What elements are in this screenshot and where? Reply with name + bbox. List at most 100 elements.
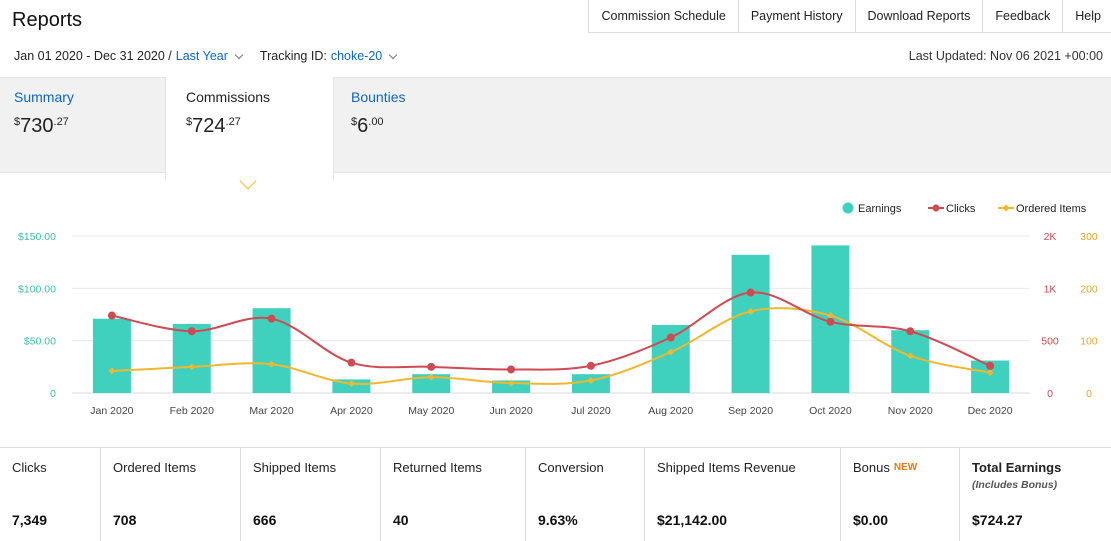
stat-shipped-items: Shipped Items 666 — [241, 448, 381, 541]
tab-amount: $730.27 — [14, 115, 69, 137]
x-tick-label: May 2020 — [408, 405, 454, 417]
earnings-chart: 0 $50.00 $100.00 $150.00 0 500 1K 2K 0 100 200 300 J… — [18, 202, 1098, 417]
clicks-point — [187, 327, 196, 336]
legend-earnings-icon — [842, 202, 854, 214]
tracking-id-dropdown[interactable]: choke-20 — [330, 49, 383, 63]
earnings-bar — [412, 374, 451, 393]
legend-label: Ordered Items — [1016, 203, 1087, 215]
tab-label: Summary — [14, 89, 74, 105]
y-right-ordered-tick-label: 300 — [1080, 231, 1098, 243]
x-tick-label: Jul 2020 — [571, 405, 611, 417]
earnings-bar — [92, 318, 131, 393]
clicks-point — [586, 361, 595, 370]
tab-label: Bounties — [351, 89, 406, 105]
clicks-point — [906, 327, 915, 336]
stat-clicks: Clicks 7,349 — [0, 448, 101, 541]
ordered-items-point — [507, 379, 515, 387]
ordered-items-point — [826, 312, 834, 320]
stat-bonus: Bonus NEW $0.00 — [841, 448, 960, 541]
stat-returned-items: Returned Items 40 — [381, 448, 526, 541]
stat-note: (Includes Bonus) — [972, 479, 1058, 491]
x-tick-label: Sep 2020 — [728, 405, 773, 417]
ordered-items-point — [986, 369, 994, 377]
x-tick-label: Oct 2020 — [809, 405, 852, 417]
stat-value: $21,142.00 — [657, 512, 728, 528]
y-right-ordered-tick-label: 100 — [1080, 336, 1098, 348]
ordered-items-point — [587, 376, 595, 384]
clicks-point — [666, 333, 675, 342]
report-filters: Jan 01 2020 - Dec 31 2020 / Last Year Tr… — [14, 49, 402, 63]
stat-label: Total Earnings — [972, 460, 1062, 475]
stat-value: 666 — [253, 512, 277, 528]
stat-value: $0.00 — [853, 512, 889, 528]
stat-ordered-items: Ordered Items 708 — [101, 448, 241, 541]
x-tick-label: Mar 2020 — [249, 405, 294, 417]
tab-bounties[interactable]: Bounties $6.00 — [337, 77, 537, 173]
commission-schedule-button[interactable]: Commission Schedule — [589, 0, 739, 33]
ordered-items-point — [667, 348, 675, 356]
stat-value: 40 — [393, 512, 409, 528]
tab-amount: $724.27 — [186, 115, 241, 137]
stat-label: Returned Items — [393, 460, 482, 475]
ordered-items-point — [108, 367, 116, 375]
chevron-down-icon[interactable] — [389, 50, 398, 59]
clicks-point — [826, 317, 835, 326]
ordered-items-point — [188, 363, 196, 371]
y-right-clicks-tick-label: 0 — [1047, 388, 1053, 400]
y-left-tick-label: 0 — [50, 388, 56, 400]
earnings-bar — [891, 330, 930, 393]
tab-label: Commissions — [186, 89, 271, 105]
stat-label: Shipped Items — [253, 460, 337, 475]
date-range-text: Jan 01 2020 - Dec 31 2020 / — [14, 49, 172, 63]
payment-history-button[interactable]: Payment History — [739, 0, 856, 33]
x-tick-label: Apr 2020 — [330, 405, 373, 417]
chevron-down-icon[interactable] — [234, 50, 244, 59]
help-button[interactable]: Help — [1075, 9, 1101, 23]
stat-label: Ordered Items — [113, 460, 197, 475]
y-right-clicks-tick-label: 1K — [1044, 283, 1057, 295]
stat-label: Clicks — [12, 460, 47, 475]
stat-conversion: Conversion 9.63% — [526, 448, 645, 541]
y-right-clicks-tick-label: 500 — [1041, 336, 1059, 348]
tab-commissions[interactable]: Commissions $724.27 — [165, 77, 334, 179]
ordered-items-point — [347, 380, 355, 388]
legend-clicks-icon — [932, 204, 940, 212]
tab-amount: $6.00 — [351, 115, 384, 137]
ordered-items-point — [747, 307, 755, 315]
clicks-point — [347, 358, 356, 367]
stat-value: 708 — [113, 512, 137, 528]
page-title: Reports — [12, 9, 83, 31]
clicks-point — [746, 288, 755, 297]
ordered-items-point — [906, 352, 914, 360]
feedback-button[interactable]: Feedback — [983, 0, 1064, 33]
y-left-tick-label: $150.00 — [18, 231, 56, 243]
stat-label: Shipped Items Revenue — [657, 460, 796, 475]
y-right-ordered-tick-label: 0 — [1086, 388, 1092, 400]
legend-label: Earnings — [858, 203, 902, 215]
clicks-line — [111, 291, 991, 371]
y-left-tick-label: $50.00 — [24, 336, 56, 348]
clicks-point — [107, 311, 116, 320]
tab-summary[interactable]: Summary $730.27 — [0, 77, 165, 173]
new-badge: NEW — [893, 462, 918, 473]
clicks-point — [986, 361, 995, 370]
stat-label: Conversion — [538, 460, 604, 475]
y-left-tick-label: $100.00 — [18, 283, 56, 295]
date-preset-dropdown[interactable]: Last Year — [175, 49, 228, 63]
x-tick-label: Nov 2020 — [888, 405, 933, 417]
x-tick-label: Jun 2020 — [489, 405, 532, 417]
download-reports-button[interactable]: Download Reports — [856, 0, 984, 33]
stats-row: Clicks 7,349 Ordered Items 708 Shipped I… — [0, 447, 1111, 541]
stat-total-earnings: Total Earnings (Includes Bonus) $724.27 — [960, 448, 1111, 541]
stat-value: 7,349 — [12, 512, 48, 528]
clicks-point — [427, 362, 436, 371]
ordered-items-point — [268, 360, 276, 368]
clicks-point — [267, 314, 276, 323]
y-right-ordered-tick-label: 200 — [1080, 283, 1098, 295]
legend-label: Clicks — [946, 203, 976, 215]
stat-value: $724.27 — [972, 512, 1023, 528]
stat-label: Bonus NEW — [853, 460, 918, 475]
stat-value: 9.63% — [538, 512, 578, 528]
legend-ordered-items-icon — [1002, 204, 1010, 212]
